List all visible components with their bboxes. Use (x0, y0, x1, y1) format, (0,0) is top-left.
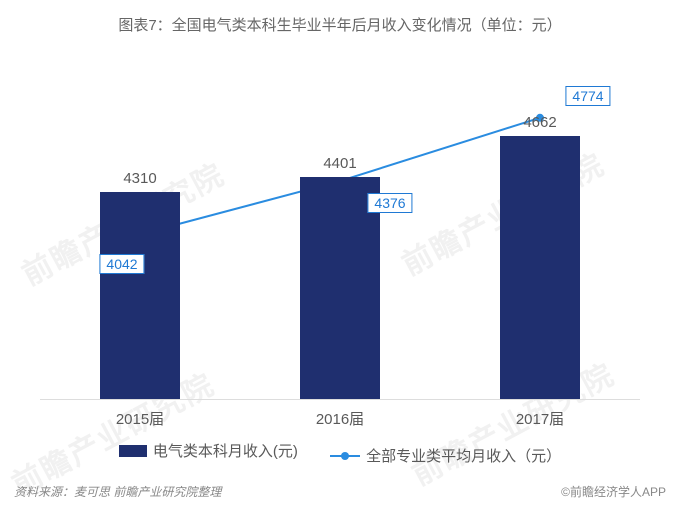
chart-title: 图表7：全国电气类本科生毕业半年后月收入变化情况（单位：元） (0, 0, 680, 35)
x-axis-label: 2017届 (480, 408, 600, 429)
legend: 电气类本科月收入(元) 全部专业类平均月收入（元） (0, 440, 680, 466)
bar (500, 136, 580, 400)
x-axis-baseline (40, 399, 640, 400)
bar-value-label: 4310 (90, 170, 190, 187)
bar (100, 192, 180, 400)
legend-item-line: 全部专业类平均月收入（元） (330, 445, 561, 466)
legend-label-bar: 电气类本科月收入(元) (153, 440, 298, 461)
line-value-label: 4774 (565, 86, 610, 106)
source-text: 资料来源：麦可思 前瞻产业研究院整理 (14, 485, 221, 499)
legend-swatch-bar (119, 445, 147, 457)
chart-area: 前瞻产业研究院前瞻产业研究院前瞻产业研究院前瞻产业研究院 43104401466… (40, 50, 640, 400)
bar-value-label: 4401 (290, 155, 390, 172)
bar-value-label: 4662 (490, 114, 590, 131)
footer: 资料来源：麦可思 前瞻产业研究院整理 ©前瞻经济学人APP (14, 483, 666, 500)
legend-swatch-line (330, 450, 360, 462)
line-value-label: 4376 (367, 193, 412, 213)
brand-text: ©前瞻经济学人APP (561, 483, 666, 500)
legend-item-bar: 电气类本科月收入(元) (119, 440, 298, 461)
legend-label-line: 全部专业类平均月收入（元） (366, 445, 561, 466)
x-axis-label: 2015届 (80, 408, 200, 429)
x-axis-label: 2016届 (280, 408, 400, 429)
line-value-label: 4042 (99, 254, 144, 274)
